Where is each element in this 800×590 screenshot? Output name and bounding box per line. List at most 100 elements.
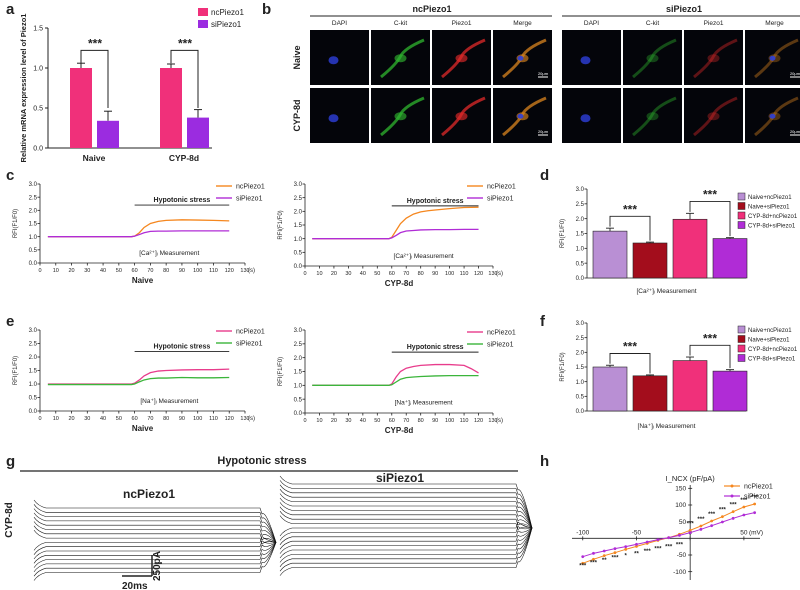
stimulus-label: Hypotonic stress — [407, 198, 464, 205]
x-tick-label: 90 — [432, 271, 438, 277]
y-tick-label: 2.0 — [294, 210, 303, 216]
y-tick-label: 1.0 — [29, 382, 38, 388]
data-point — [667, 536, 671, 540]
cell-body — [632, 38, 677, 79]
significance-mark: *** — [579, 564, 587, 570]
panel-label-g: g — [6, 453, 15, 470]
legend-label: siPiezo1 — [236, 341, 263, 348]
cell-soma — [646, 112, 659, 121]
bar-ncPiezo1 — [70, 68, 92, 148]
x-tick-label: 60 — [132, 268, 138, 274]
current-trace — [279, 521, 533, 537]
y-tick-label: 3.0 — [576, 187, 585, 193]
row-label-Naive: Naive — [292, 45, 302, 69]
legend-label: ncPiezo1 — [744, 484, 773, 491]
current-trace — [279, 484, 533, 529]
current-trace — [33, 542, 277, 564]
scale-label-current: 250pA — [152, 551, 163, 581]
legend-label: CYP-8d+ncPiezo1 — [748, 214, 798, 220]
current-trace — [33, 542, 277, 581]
significance-mark: *** — [708, 512, 716, 518]
x-unit-label: (s) — [248, 268, 255, 274]
y-tick-label: 2.5 — [576, 336, 585, 342]
x-tick-label: 20 — [331, 271, 337, 277]
series-line-ncPiezo1 — [312, 363, 479, 386]
y-tick-label: 1.5 — [29, 222, 38, 228]
y-tick-label: 2.5 — [576, 202, 585, 208]
current-trace — [33, 499, 277, 543]
y-axis-label: RFI(F1/F0) — [560, 352, 566, 381]
legend-label: siPiezo1 — [211, 20, 242, 29]
current-trace — [33, 542, 277, 560]
data-point — [635, 542, 638, 546]
scale-bar-label: 20μm — [790, 129, 800, 134]
significance-mark: *** — [730, 503, 738, 509]
y-tick-label: 1.5 — [576, 232, 585, 238]
micrograph-tile — [684, 30, 743, 85]
current-trace — [279, 527, 533, 563]
y-tick-label: 0.0 — [29, 261, 38, 267]
x-tick-label: 90 — [432, 418, 438, 424]
y-tick-label: 1.0 — [576, 380, 585, 386]
x-tick-label: 80 — [418, 418, 424, 424]
micrograph-tile — [623, 88, 682, 143]
y-tick-label: 2.5 — [294, 196, 303, 202]
current-trace — [279, 527, 533, 567]
significance-mark: ** — [602, 558, 607, 564]
group-title-siPiezo1: siPiezo1 — [666, 4, 702, 14]
y-tick-label: 1.0 — [294, 384, 303, 390]
current-trace — [279, 506, 533, 529]
cell-body — [693, 38, 738, 79]
x-tick-label: 50 — [116, 416, 122, 422]
data-point — [581, 561, 585, 565]
current-trace — [279, 489, 533, 529]
significance-mark: *** — [623, 340, 637, 354]
x-tick-label: 20 — [331, 418, 337, 424]
x-tick-label: 70 — [403, 418, 409, 424]
y-tick-label: 0.0 — [576, 409, 585, 415]
y-tick-label: 1.0 — [576, 247, 585, 253]
bar-CYP-8d+ncPiezo1 — [672, 360, 708, 412]
significance-mark: *** — [665, 545, 673, 551]
nucleus-blob — [769, 113, 776, 119]
significance-mark: *** — [654, 547, 662, 553]
data-point — [731, 510, 735, 514]
legend-label: CYP-8d+siPiezo1 — [748, 224, 796, 230]
series-line-siPiezo1 — [312, 374, 479, 386]
column-label: C-kit — [646, 20, 660, 27]
y-tick-label: 3.0 — [29, 328, 38, 334]
y-tick-label: 2.0 — [576, 217, 585, 223]
x-tick-label: 70 — [147, 268, 153, 274]
x-tick-label: 90 — [179, 416, 185, 422]
scale-bar-label: 20μm — [538, 129, 549, 134]
significance-bracket — [689, 201, 731, 237]
x-tick-label: 30 — [345, 271, 351, 277]
legend-label: Naive+ncPiezo1 — [748, 328, 792, 334]
x-tick-label: 60 — [132, 416, 138, 422]
x-axis-label: CYP-8d — [385, 426, 414, 435]
nucleus-blob — [580, 56, 591, 65]
legend-label: ncPiezo1 — [236, 329, 265, 336]
x-tick-label: 100 — [193, 416, 202, 422]
x-unit-label: (mV) — [749, 529, 763, 536]
nucleus-blob — [328, 114, 339, 123]
column-label: DAPI — [332, 20, 347, 27]
x-tick-label: 50 — [374, 418, 380, 424]
current-trace — [33, 525, 277, 543]
chart-a: 0.0 0.5 1.0 1.5 Relative mRNA expression lev… — [19, 8, 244, 163]
x-tick-label: 50 — [374, 271, 380, 277]
x-tick-label: 10 — [316, 418, 322, 424]
data-point — [592, 551, 595, 555]
x-tick-label: 10 — [53, 416, 59, 422]
chart-d: 0.0 0.5 1.0 1.5 2.0 2.5 3.0 RFI(F1/F0) *** *** [Ca… — [560, 187, 798, 295]
y-tick-label: 50 — [679, 519, 687, 526]
data-point — [710, 519, 714, 523]
current-trace — [279, 502, 533, 529]
bar-ncPiezo1 — [160, 68, 182, 148]
x-tick-label: -50 — [632, 529, 642, 536]
legend-label: ncPiezo1 — [211, 8, 244, 17]
bar-Naive+ncPiezo1 — [592, 230, 628, 279]
x-tick-label: -100 — [576, 529, 589, 536]
significance-bracket — [170, 49, 199, 108]
panel-g-traces: Hypotonic stress CYP-8d ncPiezo1 siPiezo1 25… — [4, 455, 533, 590]
